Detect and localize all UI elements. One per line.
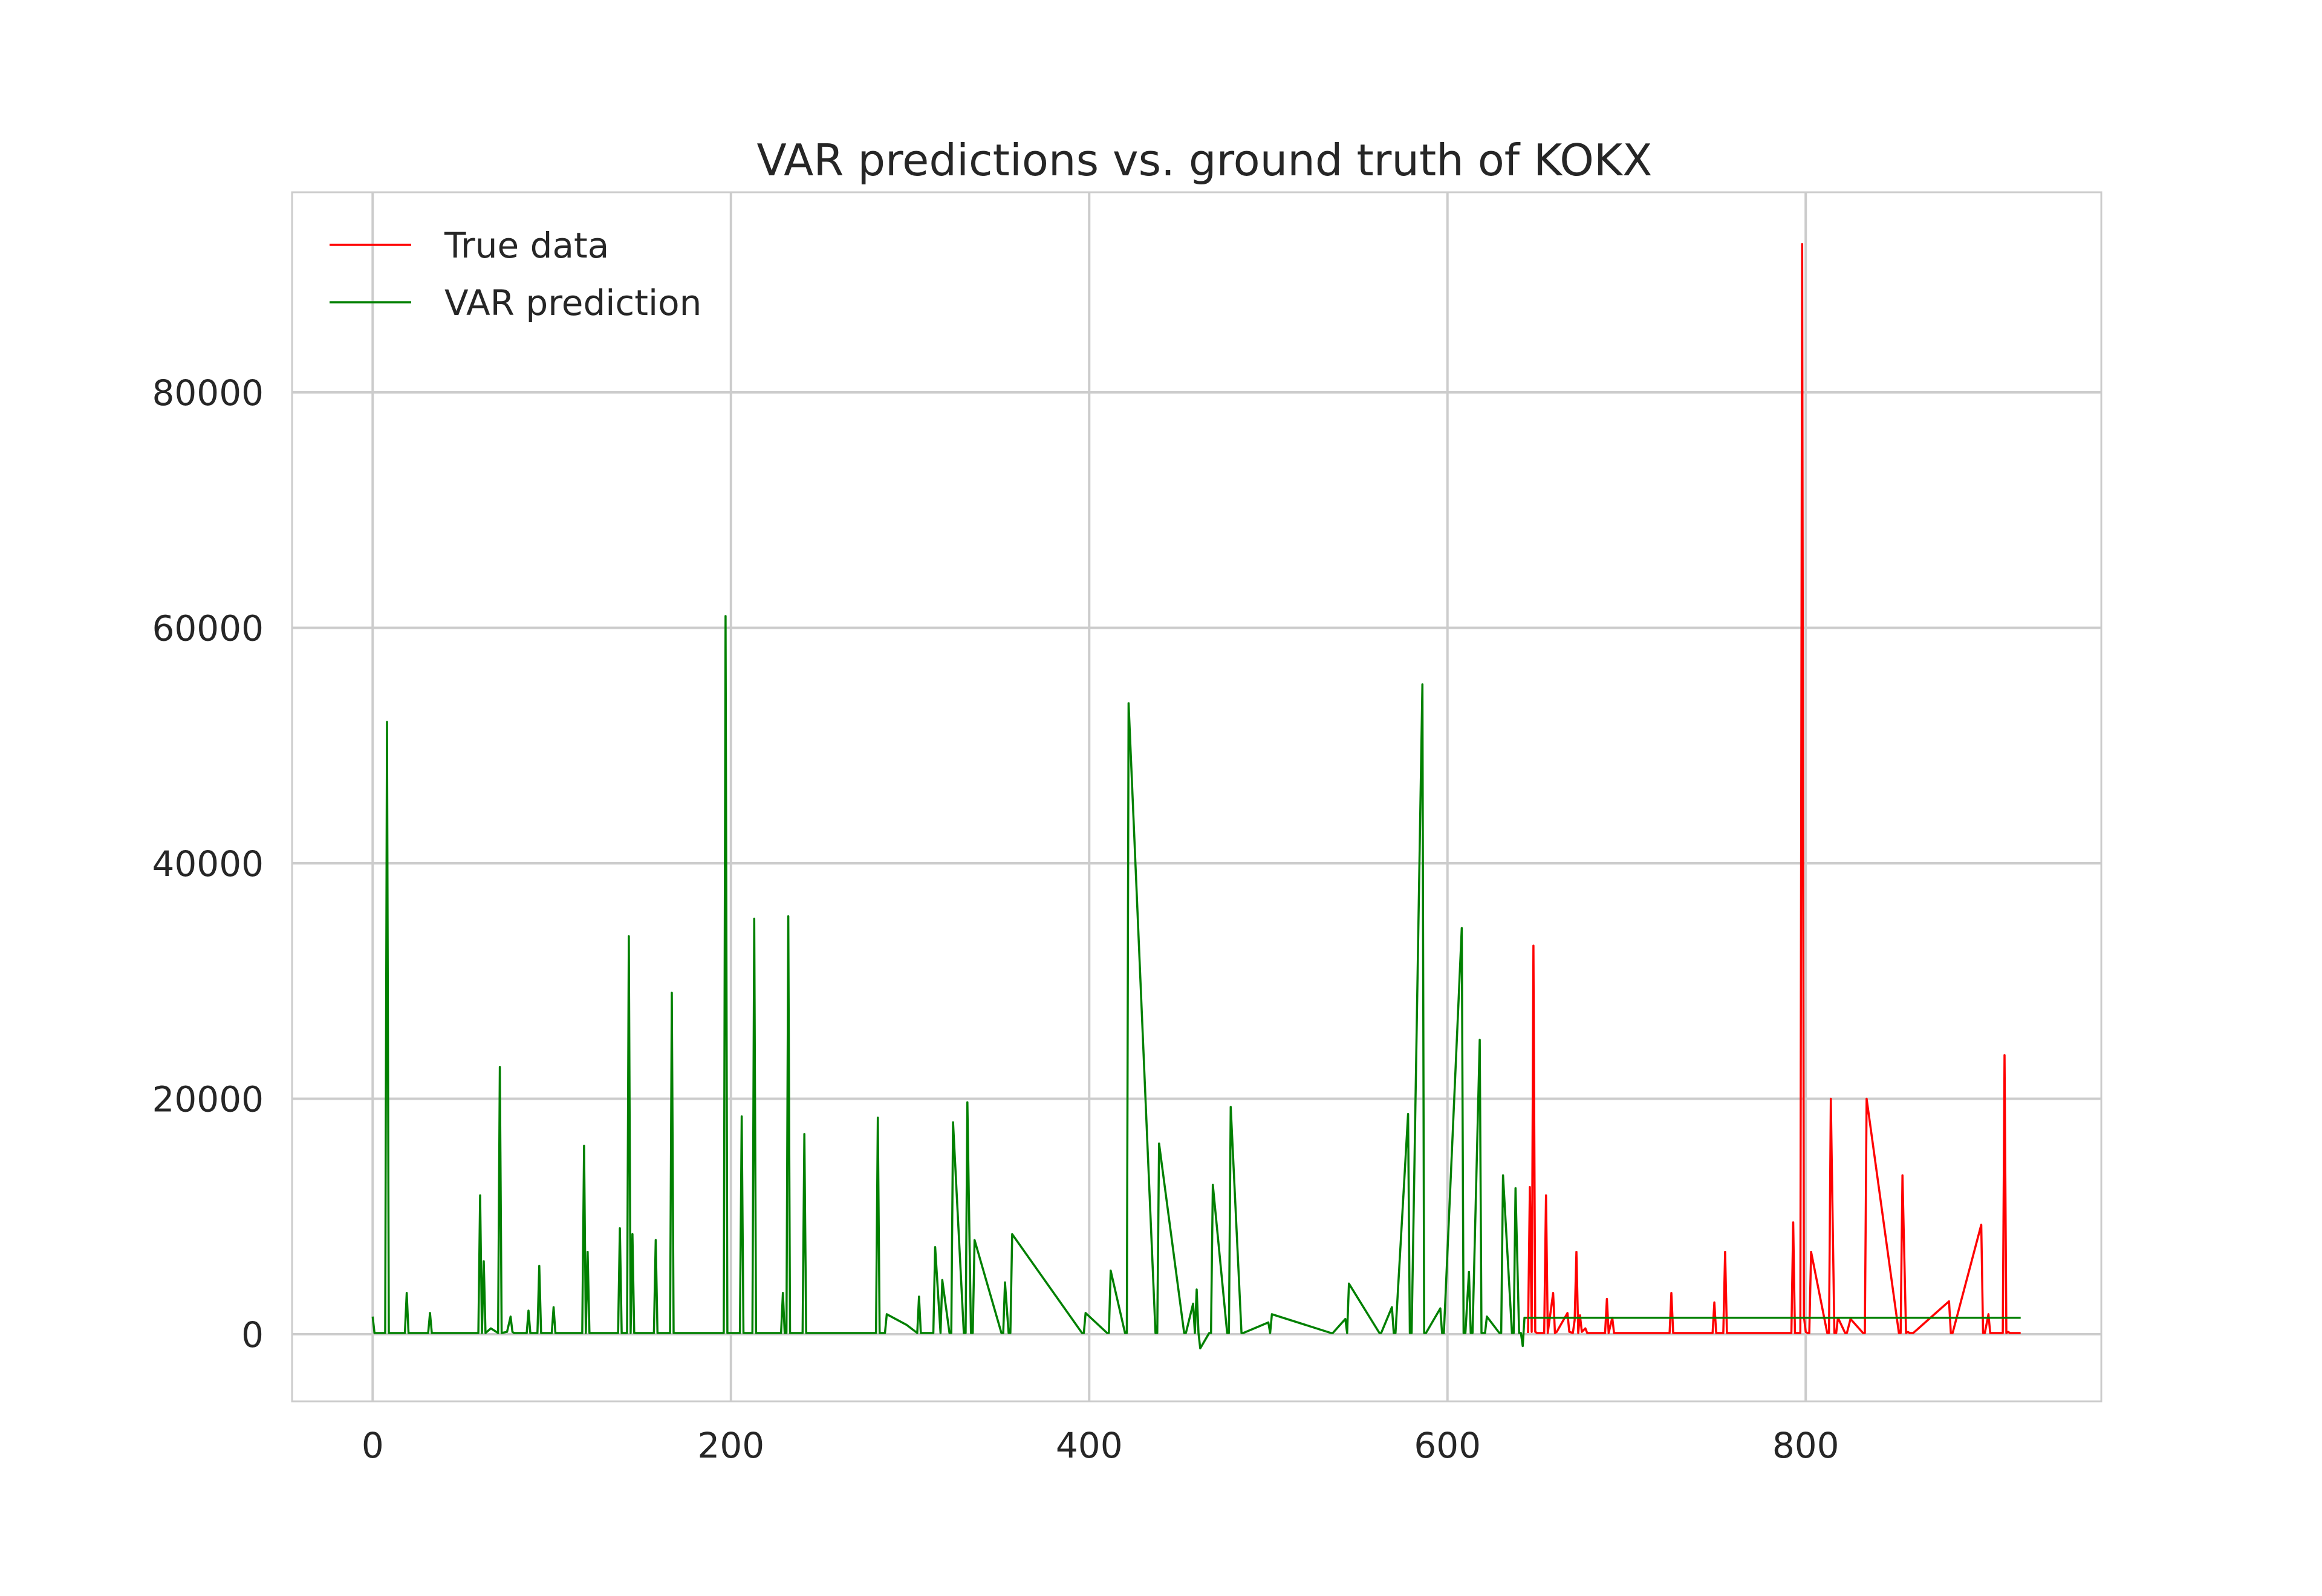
y-tick-label: 80000	[152, 372, 264, 414]
series-line-true-data	[1527, 242, 2021, 1334]
x-tick-label: 600	[1414, 1425, 1481, 1466]
x-tick-label: 400	[1056, 1425, 1123, 1466]
y-tick-label: 20000	[152, 1079, 264, 1120]
plot-frame	[291, 191, 2102, 1403]
y-tick-label: 40000	[152, 843, 264, 884]
x-tick-label: 800	[1772, 1425, 1839, 1466]
chart-title: VAR predictions vs. ground truth of KOKX	[757, 135, 1653, 186]
x-axis: 0 200 400 600 800	[362, 1425, 1839, 1466]
y-tick-label: 0	[241, 1314, 264, 1355]
legend-label: True data	[444, 225, 609, 266]
y-axis: 0 20000 40000 60000 80000	[152, 372, 264, 1355]
series-layer	[371, 242, 2021, 1350]
plot-area	[291, 191, 2102, 1403]
x-tick-label: 200	[697, 1425, 764, 1466]
series-line-var-prediction	[371, 615, 1528, 1350]
x-tick-label: 0	[362, 1425, 384, 1466]
legend: True data VAR prediction	[330, 225, 701, 323]
y-tick-label: 60000	[152, 608, 264, 649]
legend-label: VAR prediction	[444, 282, 701, 323]
